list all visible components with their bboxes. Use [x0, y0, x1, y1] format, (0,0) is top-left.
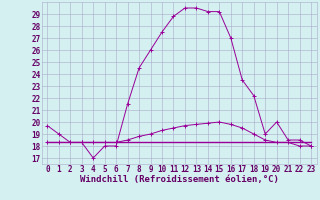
X-axis label: Windchill (Refroidissement éolien,°C): Windchill (Refroidissement éolien,°C) — [80, 175, 279, 184]
